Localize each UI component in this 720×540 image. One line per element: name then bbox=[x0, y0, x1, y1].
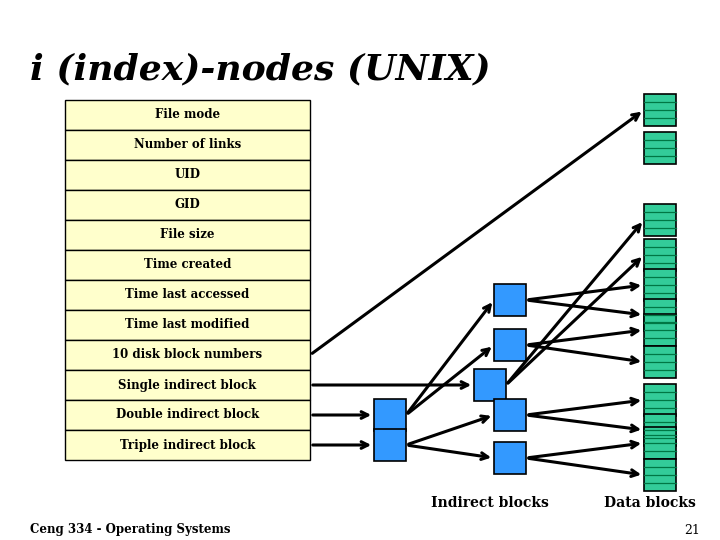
Text: Number of links: Number of links bbox=[134, 138, 241, 152]
Bar bbox=[644, 346, 676, 378]
Bar bbox=[65, 340, 310, 370]
Bar bbox=[494, 329, 526, 361]
Bar bbox=[374, 429, 406, 461]
Text: 10 disk block numbers: 10 disk block numbers bbox=[112, 348, 263, 361]
Bar bbox=[644, 314, 676, 346]
Bar bbox=[644, 459, 676, 491]
Text: File mode: File mode bbox=[155, 109, 220, 122]
Bar bbox=[65, 130, 310, 160]
Bar bbox=[65, 400, 310, 430]
Bar bbox=[644, 414, 676, 446]
Bar bbox=[474, 369, 506, 401]
Bar bbox=[65, 190, 310, 220]
Bar bbox=[494, 442, 526, 474]
Text: Single indirect block: Single indirect block bbox=[118, 379, 256, 392]
Text: 21: 21 bbox=[684, 523, 700, 537]
Text: Triple indirect block: Triple indirect block bbox=[120, 438, 255, 451]
Text: UID: UID bbox=[174, 168, 200, 181]
Bar bbox=[65, 250, 310, 280]
Bar bbox=[65, 100, 310, 130]
Bar bbox=[644, 299, 676, 331]
Bar bbox=[65, 430, 310, 460]
Bar bbox=[644, 384, 676, 416]
Bar bbox=[374, 399, 406, 431]
Text: i (index)-nodes (UNIX): i (index)-nodes (UNIX) bbox=[30, 52, 490, 86]
Text: Time last modified: Time last modified bbox=[125, 319, 250, 332]
Bar bbox=[644, 204, 676, 236]
Bar bbox=[644, 94, 676, 126]
Bar bbox=[65, 310, 310, 340]
Text: GID: GID bbox=[175, 199, 200, 212]
Bar bbox=[65, 220, 310, 250]
Bar bbox=[65, 370, 310, 400]
Bar bbox=[644, 132, 676, 164]
Text: Data blocks: Data blocks bbox=[604, 496, 696, 510]
Bar bbox=[494, 284, 526, 316]
Text: Time created: Time created bbox=[144, 259, 231, 272]
Text: Ceng 334 - Operating Systems: Ceng 334 - Operating Systems bbox=[30, 523, 230, 537]
Bar bbox=[644, 269, 676, 301]
Bar bbox=[65, 160, 310, 190]
Text: Double indirect block: Double indirect block bbox=[116, 408, 259, 422]
Text: Time last accessed: Time last accessed bbox=[125, 288, 250, 301]
Bar bbox=[644, 239, 676, 271]
Text: File size: File size bbox=[161, 228, 215, 241]
Text: Indirect blocks: Indirect blocks bbox=[431, 496, 549, 510]
Bar bbox=[65, 280, 310, 310]
Bar bbox=[494, 399, 526, 431]
Bar bbox=[644, 427, 676, 459]
